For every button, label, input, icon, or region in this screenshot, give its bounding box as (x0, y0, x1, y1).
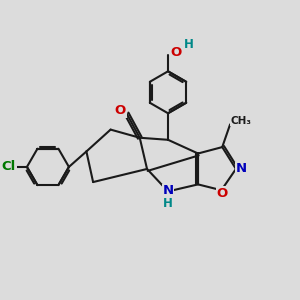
Text: N: N (236, 162, 247, 176)
Text: Cl: Cl (2, 160, 16, 173)
Text: H: H (184, 38, 194, 51)
Text: O: O (216, 187, 228, 200)
Text: CH₃: CH₃ (231, 116, 252, 126)
Text: O: O (171, 46, 182, 59)
Text: N: N (163, 184, 174, 197)
Text: O: O (115, 104, 126, 117)
Text: H: H (163, 197, 173, 210)
